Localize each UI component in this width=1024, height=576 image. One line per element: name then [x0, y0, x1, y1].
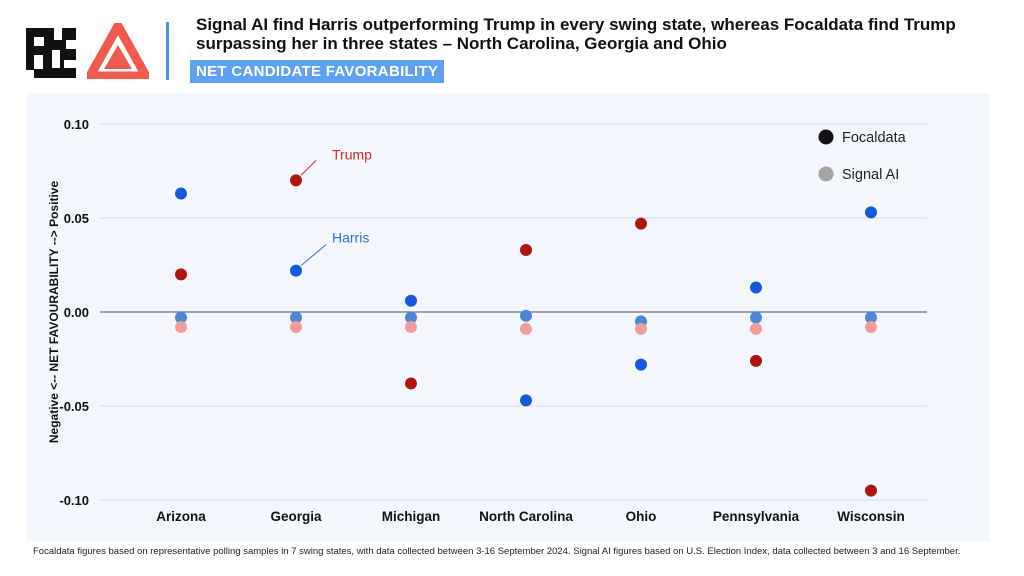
focaldata-trump-point — [520, 243, 532, 256]
annotation-leader-trump — [300, 160, 317, 176]
annotation-trump: Trump — [332, 146, 372, 162]
signal-ai-harris-point — [520, 309, 532, 322]
signal-ai-triangle-icon — [87, 23, 149, 79]
x-tick-label: Michigan — [382, 509, 441, 524]
signal-ai-trump-point — [405, 321, 417, 334]
y-axis-label: Negative <-- NET FAVOURABILITY --> Posit… — [47, 181, 61, 444]
focaldata-harris-point — [175, 187, 187, 200]
focaldata-trump-point — [290, 174, 302, 187]
legend-marker — [818, 166, 834, 182]
x-tick-label: North Carolina — [479, 509, 573, 524]
y-tick-label: 0.05 — [64, 211, 89, 226]
x-tick-label: Pennsylvania — [713, 509, 800, 524]
legend-entry: Signal AI — [842, 167, 899, 183]
signal-ai-trump-point — [290, 321, 302, 334]
focaldata-trump-point — [175, 268, 187, 281]
x-tick-label: Georgia — [270, 509, 322, 524]
focaldata-harris-point — [405, 294, 417, 307]
signal-ai-harris-point — [175, 311, 187, 324]
x-tick-label: Wisconsin — [837, 509, 904, 524]
focaldata-trump-point — [750, 354, 762, 367]
x-tick-label: Ohio — [626, 509, 657, 524]
signal-ai-trump-point — [865, 321, 877, 334]
footnote: Focaldata figures based on representativ… — [33, 546, 961, 557]
chart-panel: 0.10 0.05 0.00 -0.05 -0.10 Negative <-- NET F… — [27, 93, 990, 541]
focaldata-trump-point — [635, 217, 647, 230]
focaldata-trump-point — [865, 484, 877, 497]
chart-headline: Signal AI find Harris outperforming Trum… — [196, 15, 956, 53]
focaldata-harris-point — [865, 206, 877, 219]
annotation-harris: Harris — [332, 230, 369, 246]
legend-marker — [818, 129, 834, 145]
legend-entry: Focaldata — [842, 130, 907, 146]
y-tick-label: -0.05 — [59, 399, 89, 414]
signal-ai-harris-point — [290, 311, 302, 324]
y-tick-label: 0.00 — [64, 305, 89, 320]
annotation-leader-harris — [300, 244, 327, 267]
focaldata-harris-point — [290, 264, 302, 277]
focaldata-harris-point — [520, 394, 532, 407]
fd-logo-icon — [26, 28, 76, 78]
focaldata-harris-point — [635, 358, 647, 371]
x-tick-label: Arizona — [156, 509, 206, 524]
signal-ai-trump-point — [750, 322, 762, 335]
signal-ai-harris-point — [405, 311, 417, 324]
chart-tag: NET CANDIDATE FAVORABILITY — [190, 60, 445, 83]
scatter-chart: 0.10 0.05 0.00 -0.05 -0.10 Negative <-- NET F… — [47, 117, 927, 524]
focaldata-trump-point — [405, 377, 417, 390]
signal-ai-trump-point — [635, 322, 647, 335]
header-divider — [166, 22, 169, 80]
focaldata-harris-point — [750, 281, 762, 294]
header: Signal AI find Harris outperforming Trum… — [0, 0, 1024, 90]
y-tick-label: 0.10 — [64, 117, 89, 132]
signal-ai-harris-point — [865, 311, 877, 324]
signal-ai-trump-point — [520, 322, 532, 335]
signal-ai-harris-point — [750, 311, 762, 324]
signal-ai-trump-point — [175, 321, 187, 334]
y-tick-label: -0.10 — [59, 493, 89, 508]
